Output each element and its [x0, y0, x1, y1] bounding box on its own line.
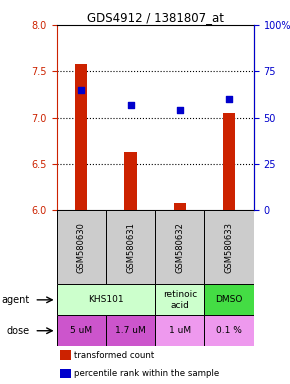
Text: GSM580633: GSM580633 — [224, 222, 234, 273]
Bar — [61, 369, 71, 379]
Text: GSM580631: GSM580631 — [126, 222, 135, 273]
Bar — [155, 315, 204, 346]
Bar — [75, 64, 87, 210]
Text: KHS101: KHS101 — [88, 295, 124, 305]
Bar — [57, 285, 155, 315]
Bar — [204, 315, 254, 346]
Text: percentile rank within the sample: percentile rank within the sample — [74, 369, 220, 378]
Text: agent: agent — [1, 295, 30, 305]
Text: GSM580632: GSM580632 — [175, 222, 184, 273]
Bar — [124, 152, 137, 210]
Text: DMSO: DMSO — [215, 295, 243, 305]
Bar — [204, 285, 254, 315]
Point — [227, 96, 231, 102]
Text: 5 uM: 5 uM — [70, 326, 92, 335]
Bar — [106, 210, 155, 285]
Bar — [174, 203, 186, 210]
Point — [79, 87, 84, 93]
Point — [128, 102, 133, 108]
Bar — [57, 315, 106, 346]
Text: 1 uM: 1 uM — [169, 326, 191, 335]
Text: 1.7 uM: 1.7 uM — [115, 326, 146, 335]
Bar — [106, 315, 155, 346]
Bar — [155, 210, 204, 285]
Text: 0.1 %: 0.1 % — [216, 326, 242, 335]
Text: dose: dose — [6, 326, 30, 336]
Title: GDS4912 / 1381807_at: GDS4912 / 1381807_at — [87, 11, 224, 24]
Text: retinoic
acid: retinoic acid — [163, 290, 197, 310]
Bar — [61, 350, 71, 360]
Bar — [223, 113, 235, 210]
Point — [177, 107, 182, 113]
Bar — [155, 285, 204, 315]
Bar — [204, 210, 254, 285]
Text: transformed count: transformed count — [74, 351, 155, 359]
Bar — [57, 210, 106, 285]
Text: GSM580630: GSM580630 — [77, 222, 86, 273]
